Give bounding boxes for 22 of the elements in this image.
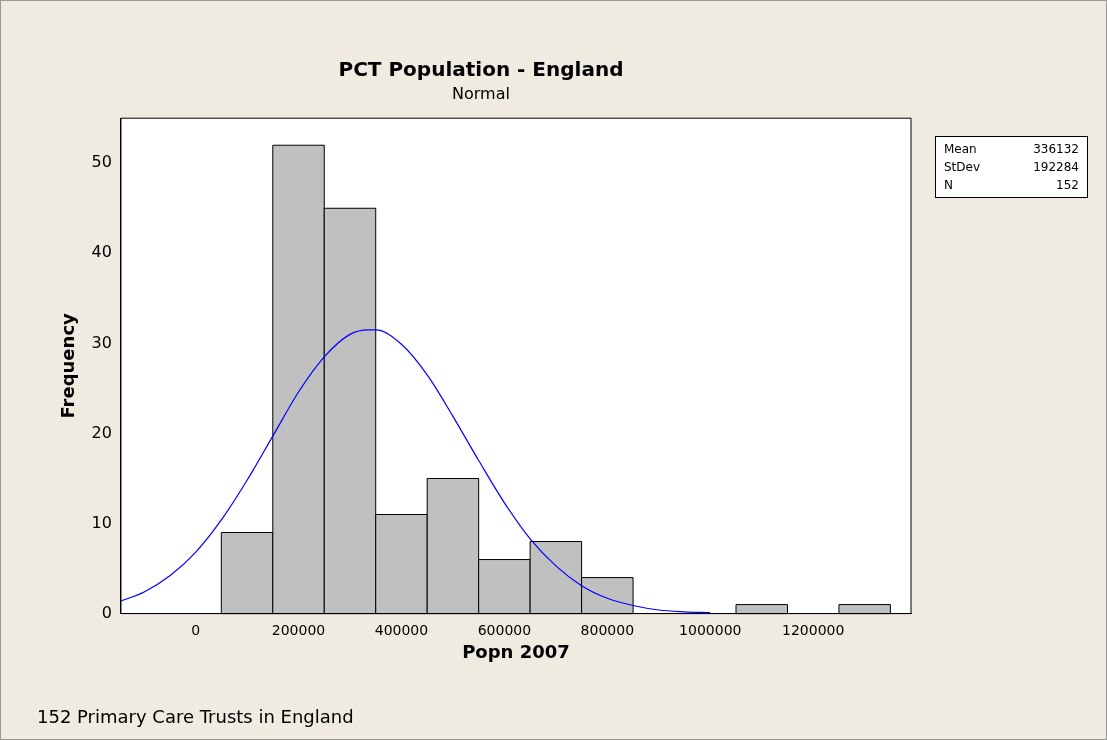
y-tick-label: 40 (91, 242, 112, 262)
y-tick-label: 30 (91, 332, 112, 352)
text: N 152 (944, 178, 1079, 192)
y-tick-label: 20 (91, 422, 112, 442)
x-tick-label: 800000 (580, 621, 635, 638)
x-tick-label: 0 (191, 621, 201, 638)
x-tick-label: 400000 (374, 621, 429, 638)
x-tick-label: 1200000 (782, 621, 845, 638)
x-tick-label: 200000 (271, 621, 326, 638)
y-tick-label: 0 (101, 602, 112, 622)
text: Mean 336132 (944, 142, 1079, 156)
chart-subtitle: Normal (452, 83, 510, 103)
text: StDev 192284 (944, 160, 1079, 174)
y-tick-label: 10 (91, 512, 112, 532)
x-axis-title: Popn 2007 (462, 640, 570, 662)
y-tick-label: 50 (91, 152, 112, 172)
line-series (120, 329, 711, 614)
text: 152 Primary Care Trusts in England (37, 706, 354, 727)
chart-title: PCT Population - England (338, 57, 624, 82)
x-tick-label: 600000 (477, 621, 532, 638)
x-tick-label: 1000000 (679, 621, 742, 638)
y-axis-title: Frequency (57, 312, 79, 419)
